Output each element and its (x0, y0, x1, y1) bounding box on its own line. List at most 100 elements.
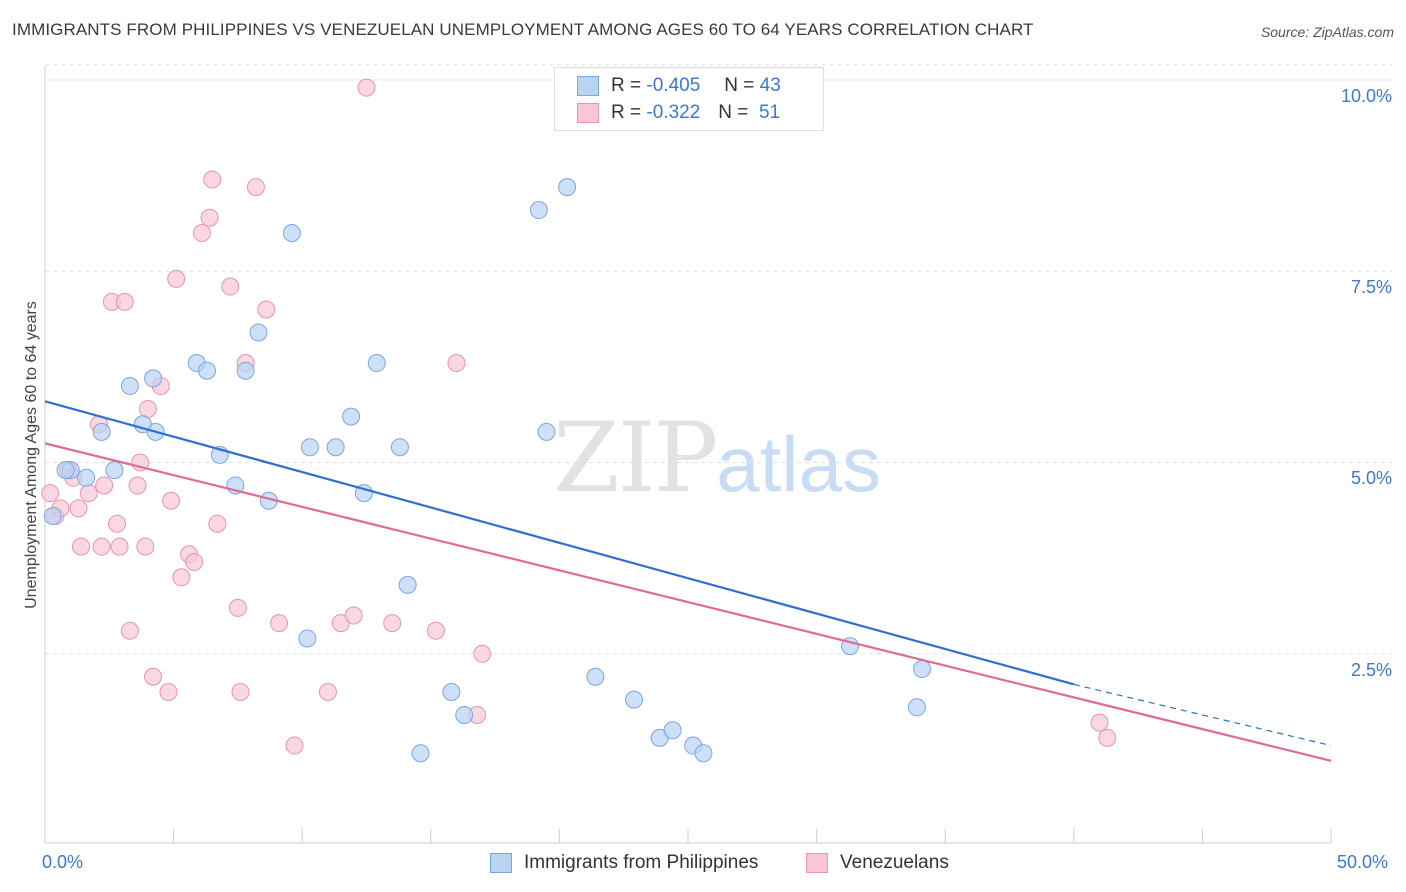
point-venezuelans (221, 277, 240, 296)
x-tick-label-max: 50.0% (1337, 852, 1389, 872)
point-venezuelans (72, 537, 91, 556)
point-venezuelans (447, 354, 466, 373)
point-venezuelans (203, 170, 222, 189)
legend-swatch-blue (490, 853, 512, 873)
point-venezuelans (473, 644, 492, 663)
point-philippines (624, 690, 643, 709)
point-philippines (342, 407, 361, 426)
point-venezuelans (231, 683, 250, 701)
legend-r-value: -0.405 (646, 75, 701, 96)
point-philippines (198, 361, 217, 380)
point-venezuelans (69, 499, 88, 518)
watermark-atlas: atlas (716, 420, 881, 508)
legend-swatch-blue (577, 76, 599, 96)
y-tick-label-10: 10.0% (1340, 86, 1392, 106)
legend-n-label: N = (724, 75, 755, 96)
watermark-zip: ZIP (553, 402, 718, 514)
trendline-philippines (44, 400, 1075, 686)
point-philippines (390, 438, 409, 457)
point-venezuelans (92, 537, 111, 556)
point-venezuelans (144, 667, 163, 686)
point-philippines (300, 438, 319, 457)
point-venezuelans (95, 476, 114, 495)
point-philippines (120, 377, 139, 395)
point-venezuelans (115, 292, 134, 311)
point-venezuelans (185, 552, 204, 571)
point-philippines (529, 201, 548, 220)
bottom-legend: Immigrants from Philippines Venezuelans (0, 852, 1406, 878)
point-venezuelans (200, 208, 219, 227)
y-tick-label-7-5: 7.5% (1350, 277, 1392, 297)
legend-item-philippines: Immigrants from Philippines (490, 852, 758, 874)
legend-n-label: N = (718, 102, 749, 123)
chart-title: IMMIGRANTS FROM PHILIPPINES VS VENEZUELA… (12, 20, 1034, 39)
point-philippines (586, 667, 605, 686)
legend-r-label: R = (611, 102, 642, 123)
y-tick-label-5: 5.0% (1350, 468, 1392, 488)
point-venezuelans (285, 736, 304, 755)
point-philippines (326, 438, 345, 457)
point-philippines (663, 721, 682, 740)
point-venezuelans (228, 598, 247, 617)
point-venezuelans (79, 484, 98, 503)
point-venezuelans (159, 683, 178, 701)
legend-row-philippines: R = -0.405 N = 43 (577, 74, 781, 98)
point-philippines (442, 683, 461, 701)
point-venezuelans (246, 178, 265, 197)
point-venezuelans (162, 491, 181, 510)
point-venezuelans (120, 621, 139, 640)
point-philippines (367, 354, 386, 373)
point-philippines (913, 660, 932, 679)
legend-n-value: 51 (758, 102, 781, 123)
point-venezuelans (138, 399, 157, 418)
point-philippines (455, 705, 474, 724)
trendline-venezuelans (44, 442, 1332, 762)
point-venezuelans (1098, 728, 1117, 747)
legend-item-venezuelans: Venezuelans (806, 852, 949, 874)
point-philippines (249, 323, 268, 342)
point-philippines (537, 422, 556, 441)
point-philippines (144, 369, 163, 388)
legend-label-philippines: Immigrants from Philippines (524, 852, 759, 873)
x-tick-label-min: 0.0% (42, 852, 84, 872)
legend-label-venezuelans: Venezuelans (840, 852, 949, 873)
point-venezuelans (270, 614, 289, 633)
point-venezuelans (136, 537, 155, 556)
point-philippines (398, 575, 417, 594)
point-philippines (77, 468, 96, 487)
watermark: ZIPatlas (553, 402, 881, 514)
point-philippines (298, 629, 317, 648)
chart-source: Source: ZipAtlas.com (1260, 24, 1394, 40)
legend-r-value: -0.322 (646, 102, 701, 123)
point-philippines (694, 744, 713, 763)
point-philippines (236, 361, 255, 380)
point-venezuelans (172, 568, 191, 587)
point-venezuelans (318, 683, 337, 701)
point-venezuelans (383, 614, 402, 633)
point-venezuelans (167, 269, 186, 288)
point-philippines (558, 178, 577, 197)
point-philippines (56, 461, 75, 480)
trendline-extension-philippines (1073, 683, 1332, 747)
y-tick-label-2-5: 2.5% (1350, 660, 1392, 680)
point-venezuelans (108, 514, 127, 533)
legend-swatch-pink (577, 103, 599, 123)
point-venezuelans (357, 78, 376, 97)
point-venezuelans (344, 606, 363, 625)
point-venezuelans (257, 300, 276, 319)
point-venezuelans (110, 537, 129, 556)
point-philippines (907, 698, 926, 717)
point-philippines (43, 507, 62, 526)
point-philippines (92, 422, 111, 441)
legend-r-label: R = (611, 75, 642, 96)
point-philippines (411, 744, 430, 763)
point-venezuelans (1090, 713, 1109, 732)
legend-row-venezuelans: R = -0.322 N = 51 (577, 101, 780, 125)
point-venezuelans (208, 514, 227, 533)
point-venezuelans (426, 621, 445, 640)
legend-n-value: 43 (759, 75, 781, 96)
point-venezuelans (128, 476, 147, 495)
stats-legend: R = -0.405 N = 43 R = -0.322 N = 51 (554, 67, 824, 131)
point-philippines (282, 224, 301, 242)
